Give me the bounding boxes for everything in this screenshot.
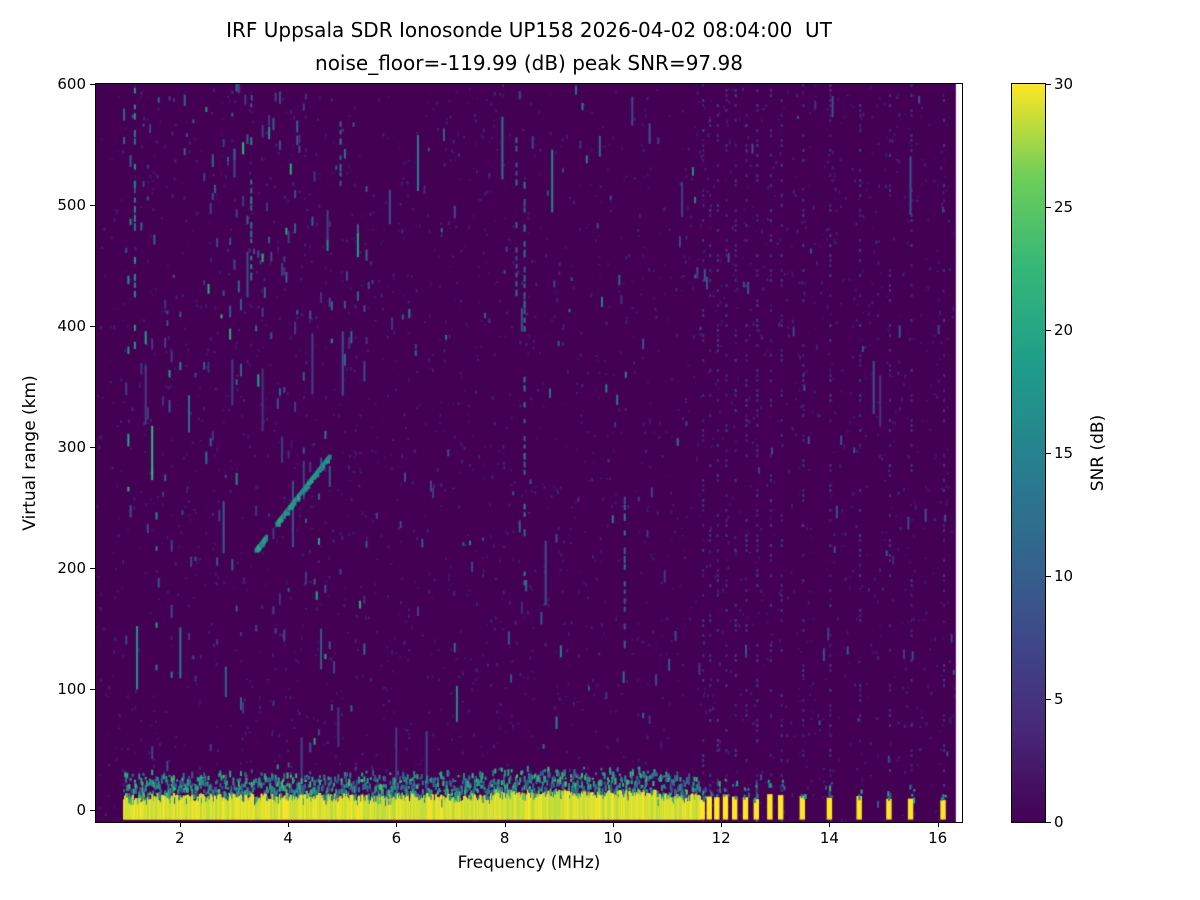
x-tick-label: 2 [175,829,185,847]
y-tick-mark [90,688,95,690]
x-tick-label: 4 [283,829,293,847]
colorbar-tick-mark [1046,84,1051,85]
colorbar-tick-mark [1046,453,1051,454]
x-tick-mark [937,823,939,827]
colorbar-tick-label: 25 [1054,198,1074,216]
colorbar-tick-mark [1046,330,1051,331]
colorbar-tick-label: 15 [1054,444,1074,462]
plot-area [95,83,963,823]
y-tick-mark [90,84,95,85]
y-tick-mark [90,567,95,569]
x-tick-label: 12 [711,829,731,847]
colorbar-tick-label: 20 [1054,321,1074,339]
y-tick-mark [90,325,95,327]
y-tick-label: 100 [57,679,86,698]
y-tick-mark [90,204,95,206]
colorbar [1011,83,1046,823]
x-axis-label: Frequency (MHz) [457,853,601,873]
y-tick-label: 500 [57,195,86,214]
y-tick-mark [90,809,95,811]
x-tick-mark [179,823,181,827]
colorbar-tick-mark [1046,822,1051,823]
x-tick-label: 6 [391,829,402,847]
colorbar-tick-mark [1046,576,1051,577]
colorbar-tick-label: 0 [1054,813,1064,831]
x-tick-mark [829,823,831,827]
plot-title-line1: IRF Uppsala SDR Ionosonde UP158 2026-04-… [226,18,832,42]
colorbar-tick-mark [1046,699,1051,700]
colorbar-tick-label: 10 [1054,567,1074,585]
x-tick-label: 8 [499,829,510,847]
y-tick-label: 600 [57,75,86,93]
ionogram-heatmap-canvas [96,84,962,822]
x-tick-mark [288,823,290,827]
y-tick-label: 400 [57,316,86,335]
colorbar-label: SNR (dB) [1088,414,1108,492]
colorbar-tick-mark [1046,207,1051,208]
y-axis-label: Virtual range (km) [20,375,40,531]
y-tick-label: 200 [57,558,86,577]
x-tick-mark [612,823,614,827]
y-tick-label: 0 [76,800,86,819]
x-tick-mark [721,823,723,827]
x-tick-mark [396,823,398,827]
colorbar-tick-label: 5 [1054,690,1064,708]
y-tick-label: 300 [57,437,86,456]
y-tick-mark [90,446,95,448]
x-tick-label: 10 [603,829,623,847]
colorbar-tick-label: 30 [1054,75,1074,93]
plot-title-line2: noise_floor=-119.99 (dB) peak SNR=97.98 [315,51,743,75]
x-tick-label: 14 [819,829,839,847]
colorbar-gradient [1012,84,1045,822]
x-tick-mark [504,823,506,827]
x-tick-label: 16 [928,829,948,847]
